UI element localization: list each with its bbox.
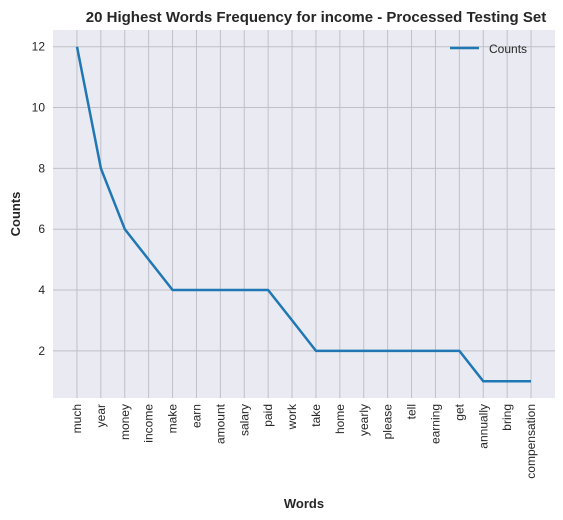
x-tick-label: income <box>142 404 156 443</box>
x-tick-label: home <box>333 404 347 434</box>
x-tick-label: amount <box>213 403 227 444</box>
y-axis-label: Counts <box>8 192 23 237</box>
y-tick-label: 6 <box>38 222 45 236</box>
y-tick-label: 4 <box>38 283 45 297</box>
y-tick-label: 8 <box>38 161 45 175</box>
y-tick-label: 12 <box>32 40 46 54</box>
x-tick-label: earn <box>189 404 203 428</box>
x-axis-ticks: much year money income make earn amount salary p… <box>70 403 538 479</box>
x-tick-label: year <box>94 404 108 427</box>
x-tick-label: yearly <box>357 404 371 436</box>
x-tick-label: make <box>166 404 180 434</box>
x-tick-label: annually <box>476 404 490 449</box>
x-tick-label: work <box>285 403 299 430</box>
x-tick-label: earning <box>428 404 442 444</box>
x-tick-label: salary <box>237 404 251 436</box>
y-axis-ticks: 2 4 6 8 10 12 <box>32 40 46 358</box>
plot-area <box>53 30 555 398</box>
x-tick-label: paid <box>261 404 275 427</box>
series-line-counts <box>75 46 531 383</box>
x-tick-label: much <box>70 404 84 433</box>
x-tick-label: money <box>118 404 132 440</box>
grid-lines <box>53 30 555 398</box>
y-tick-label: 10 <box>32 101 46 115</box>
legend-label: Counts <box>489 42 527 56</box>
legend: Counts <box>450 42 527 56</box>
x-tick-label: compensation <box>524 404 538 479</box>
x-tick-label: tell <box>405 404 419 419</box>
x-tick-label: please <box>381 404 395 440</box>
x-tick-label: bring <box>500 404 514 431</box>
chart-title: 20 Highest Words Frequency for income - … <box>86 9 546 26</box>
x-axis-label: Words <box>284 496 324 511</box>
y-tick-label: 2 <box>38 344 45 358</box>
x-tick-label: get <box>452 403 466 420</box>
x-tick-label: take <box>309 404 323 427</box>
